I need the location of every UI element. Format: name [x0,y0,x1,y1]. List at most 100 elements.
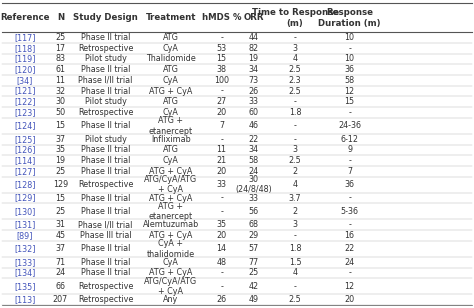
Text: 25: 25 [248,268,259,278]
Text: hMDS %: hMDS % [202,13,241,22]
Text: 2.5: 2.5 [289,295,301,304]
Text: CyA: CyA [163,108,179,117]
Text: ATG + CyA: ATG + CyA [149,268,192,278]
Text: [128]: [128] [14,180,36,189]
Text: 15: 15 [217,55,227,63]
Text: 26: 26 [248,87,259,95]
Text: 10: 10 [345,33,355,42]
Text: 27: 27 [217,97,227,106]
Text: [125]: [125] [14,135,36,144]
Text: Response
Duration (m): Response Duration (m) [319,7,381,28]
Text: 36: 36 [345,65,355,74]
Text: 2: 2 [292,207,298,216]
Text: 24: 24 [345,258,355,267]
Text: CyA: CyA [163,258,179,267]
Text: 34: 34 [248,65,259,74]
Text: Infliximab: Infliximab [151,135,191,144]
Text: [134]: [134] [14,268,36,278]
Text: 58: 58 [248,156,259,165]
Text: -: - [293,33,297,42]
Text: 15: 15 [345,97,355,106]
Text: [122]: [122] [14,97,36,106]
Text: 3: 3 [292,220,298,229]
Bar [2,278,472,294]
Text: 2.5: 2.5 [289,65,301,74]
Bar [2,268,472,278]
Text: [113]: [113] [14,295,36,304]
Text: [126]: [126] [14,145,36,154]
Text: ATG + CyA: ATG + CyA [149,193,192,203]
Text: ATG +
etanercept: ATG + etanercept [148,202,193,221]
Text: Phase II trial: Phase II trial [81,156,130,165]
Text: 1.8: 1.8 [289,108,301,117]
Bar [2,193,472,204]
Text: -: - [220,135,223,144]
Text: 30: 30 [55,97,65,106]
Text: [135]: [135] [14,282,36,291]
Text: -: - [348,268,351,278]
Bar [2,96,472,107]
Text: 4: 4 [292,268,298,278]
Text: 44: 44 [248,33,259,42]
Text: ATG: ATG [163,97,179,106]
Text: Phase II trial: Phase II trial [81,65,130,74]
Text: [120]: [120] [14,65,36,74]
Text: -: - [348,108,351,117]
Text: [117]: [117] [14,33,36,42]
Bar [2,64,472,75]
Text: 207: 207 [53,295,68,304]
Text: N: N [57,13,64,22]
Text: Time to Response
(m): Time to Response (m) [252,7,338,28]
Text: -: - [348,44,351,53]
Bar [2,134,472,144]
Text: Retrospective: Retrospective [78,44,133,53]
Text: 4: 4 [292,180,298,189]
Text: 36: 36 [345,180,355,189]
Text: 17: 17 [55,44,65,53]
Text: 11: 11 [55,76,65,85]
Text: [123]: [123] [14,108,36,117]
Text: 66: 66 [55,282,65,291]
Text: 29: 29 [248,231,259,240]
Bar [2,257,472,268]
Text: 24: 24 [248,167,259,176]
Bar [2,54,472,64]
Text: CyA +
thalidomide: CyA + thalidomide [146,239,195,258]
Text: Phase II trial: Phase II trial [81,121,130,130]
Text: CyA: CyA [163,44,179,53]
Text: Pilot study: Pilot study [84,97,127,106]
Text: 24-36: 24-36 [338,121,361,130]
Text: 22: 22 [345,244,355,253]
Text: 82: 82 [248,44,259,53]
Text: 25: 25 [55,207,65,216]
Bar [2,230,472,241]
Text: -: - [348,193,351,203]
Bar [2,144,472,155]
Text: 19: 19 [55,156,65,165]
Text: Phase II trial: Phase II trial [81,167,130,176]
Text: [130]: [130] [14,207,36,216]
Text: 9: 9 [347,145,352,154]
Text: ATG/CyA/ATG
+ CyA: ATG/CyA/ATG + CyA [144,175,197,194]
Bar [2,118,472,134]
Text: -: - [220,268,223,278]
Text: 33: 33 [248,193,259,203]
Text: 58: 58 [345,76,355,85]
Text: 12: 12 [345,87,355,95]
Text: 22: 22 [248,135,259,144]
Bar [2,155,472,166]
Text: 34: 34 [248,145,259,154]
Text: Phase II trial: Phase II trial [81,87,130,95]
Text: 5-36: 5-36 [341,207,358,216]
Text: 33: 33 [217,180,227,189]
Text: 21: 21 [217,156,227,165]
Text: ATG: ATG [163,145,179,154]
Text: Phase II trial: Phase II trial [81,244,130,253]
Text: 25: 25 [55,33,65,42]
Bar [2,219,472,230]
Text: 68: 68 [248,220,259,229]
Text: 35: 35 [217,220,227,229]
Text: -: - [293,282,297,291]
Text: 4: 4 [292,55,298,63]
Text: 7: 7 [347,167,352,176]
